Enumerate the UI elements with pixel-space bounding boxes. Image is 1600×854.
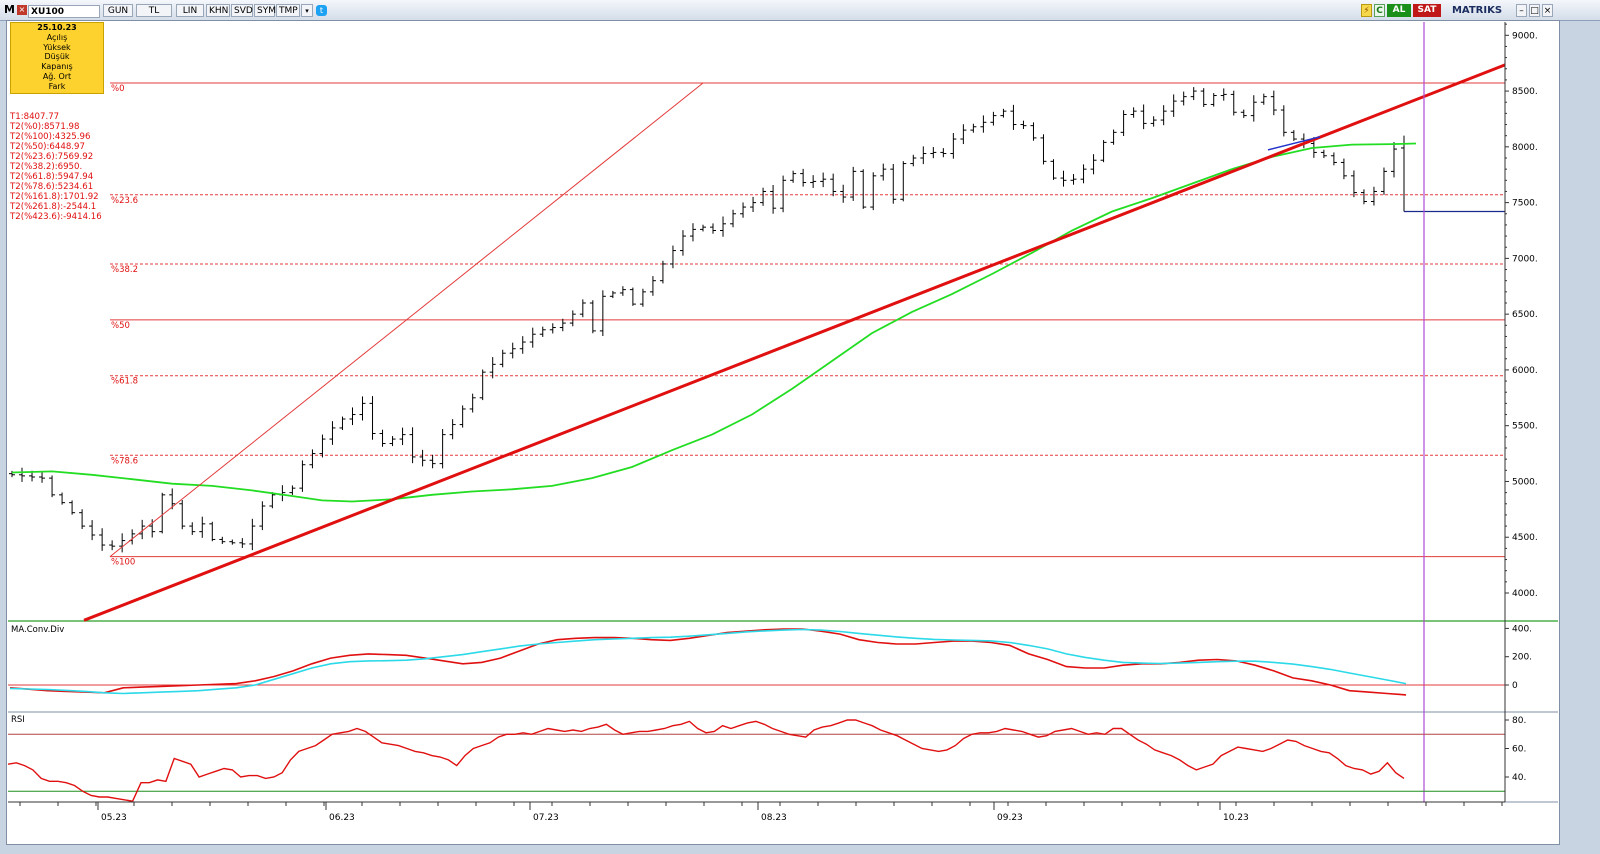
fibo-value: T2(%78.6):5234.61 <box>10 181 94 192</box>
info-open-label: Açılış <box>46 32 68 42</box>
maximize-icon[interactable]: □ <box>1529 4 1540 17</box>
dropdown-icon[interactable]: ▾ <box>301 4 313 17</box>
linear-button[interactable]: LIN <box>176 4 204 17</box>
info-diff-label: Fark <box>48 81 66 91</box>
info-low-label: Düşük <box>44 52 70 62</box>
y-tick-label: 4500. <box>1512 533 1538 543</box>
y-tick-label: 60. <box>1512 745 1526 755</box>
fibo-level-label: %38.2 <box>111 265 138 275</box>
fibo-value: T2(%261.8):-2544.1 <box>10 201 97 212</box>
macd-title: MA.Conv.Div <box>11 625 64 635</box>
fibo-level-label: %50 <box>111 321 130 331</box>
symbol-input[interactable]: XU100 <box>28 5 100 18</box>
info-high-label: Yüksek <box>43 42 71 52</box>
fibo-value: T2(%50):6448.97 <box>10 141 85 152</box>
bird-icon[interactable]: t <box>316 5 327 16</box>
x-tick-label: 07.23 <box>533 813 559 823</box>
currency-button[interactable]: TL <box>136 4 172 17</box>
fibo-value: T2(%0):8571.98 <box>10 121 80 132</box>
x-tick-label: 10.23 <box>1223 813 1249 823</box>
fibo-level-label: %23.6 <box>111 196 138 206</box>
info-close-label: Kapanış <box>41 62 73 72</box>
y-tick-label: 400. <box>1512 624 1532 634</box>
app-logo: M <box>4 3 15 16</box>
x-tick-label: 09.23 <box>997 813 1023 823</box>
fibo-level-label: %78.6 <box>111 456 138 466</box>
y-tick-label: 40. <box>1512 773 1526 783</box>
fibo-level-label: %100 <box>111 558 135 568</box>
fibo-value: T2(%61.8):5947.94 <box>10 171 94 182</box>
trend-line <box>83 63 1506 622</box>
ohlc-info-box: 25.10.23 Açılış Yüksek Düşük Kapanış Ağ.… <box>10 22 104 94</box>
fibo-value: T1:8407.77 <box>10 112 60 122</box>
y-tick-label: 8000. <box>1512 143 1538 153</box>
rsi-title: RSI <box>11 715 25 725</box>
fibo-level-label: %0 <box>111 84 125 94</box>
trend-highlight <box>1267 136 1321 151</box>
y-tick-label: 5000. <box>1512 477 1538 487</box>
svd-button[interactable]: SVD <box>231 4 253 17</box>
y-tick-label: 6500. <box>1512 310 1538 320</box>
y-tick-label: 200. <box>1512 653 1532 663</box>
macd-series-line <box>9 628 1407 695</box>
fibo-value: T2(%23.6):7569.92 <box>10 151 94 162</box>
y-tick-label: 7500. <box>1512 199 1538 209</box>
refresh-icon[interactable]: C <box>1374 4 1385 17</box>
y-tick-label: 4000. <box>1512 589 1538 599</box>
x-tick-label: 08.23 <box>761 813 787 823</box>
y-tick-label: 7000. <box>1512 254 1538 264</box>
close-window-icon[interactable]: × <box>1542 4 1553 17</box>
lightning-icon[interactable]: ⚡ <box>1361 4 1372 17</box>
fibo-value: T2(%100):4325.96 <box>10 131 91 142</box>
y-tick-label: 80. <box>1512 716 1526 726</box>
chart-toolbar: M × XU100 GUN TL LIN KHN SVD SYM TMP ▾ t… <box>0 0 1600 21</box>
period-button[interactable]: GUN <box>103 4 133 17</box>
y-tick-label: 6000. <box>1512 366 1538 376</box>
fibo-diagonal-line <box>109 82 704 558</box>
sell-button[interactable]: SAT <box>1413 4 1441 17</box>
fibo-value: T2(%38.2):6950. <box>10 161 83 172</box>
moving-average-line <box>11 142 1417 503</box>
template-button[interactable]: TMP <box>276 4 300 17</box>
x-tick-label: 06.23 <box>329 813 355 823</box>
fibo-value: T2(%423.6):-9414.16 <box>10 211 102 222</box>
rsi-series-line <box>7 719 1405 802</box>
info-vwap-label: Ağ. Ort <box>42 71 72 81</box>
sym-button[interactable]: SYM <box>254 4 276 17</box>
fibo-values-list: T1:8407.77 T2(%0):8571.98 T2(%100):4325.… <box>10 112 102 222</box>
x-tick-label: 05.23 <box>101 813 127 823</box>
minimize-icon[interactable]: – <box>1516 4 1527 17</box>
fibo-value: T2(%161.8):1701.92 <box>10 191 99 202</box>
buy-button[interactable]: AL <box>1387 4 1411 17</box>
y-tick-label: 0 <box>1512 681 1518 691</box>
y-tick-label: 9000. <box>1512 31 1538 41</box>
y-tick-label: 5500. <box>1512 422 1538 432</box>
candle-button[interactable]: KHN <box>206 4 230 17</box>
brand-logo: MATRIKS <box>1451 5 1503 16</box>
fibo-level-label: %61.8 <box>111 377 138 387</box>
info-date: 25.10.23 <box>37 23 77 32</box>
y-tick-label: 8500. <box>1512 87 1538 97</box>
close-symbol-icon[interactable]: × <box>17 5 27 15</box>
